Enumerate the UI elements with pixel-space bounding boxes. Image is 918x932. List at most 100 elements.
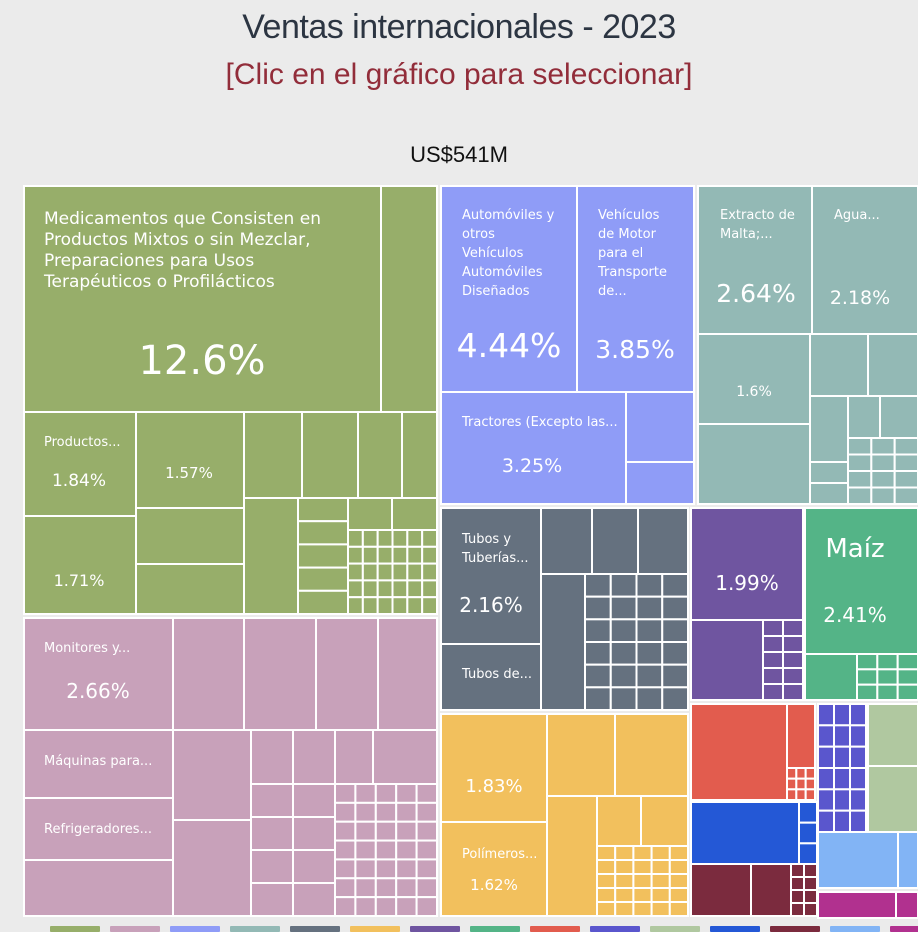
treemap-cell-small[interactable] bbox=[650, 901, 671, 917]
treemap-cell[interactable] bbox=[172, 729, 252, 821]
treemap-cell[interactable] bbox=[23, 859, 174, 917]
treemap-cell-small[interactable] bbox=[893, 437, 918, 456]
treemap-cell[interactable] bbox=[809, 333, 869, 397]
treemap-cell-small[interactable] bbox=[833, 767, 851, 791]
treemap-cell-small[interactable] bbox=[406, 562, 424, 582]
treemap-cell-small[interactable] bbox=[297, 497, 349, 523]
treemap-cell-small[interactable] bbox=[803, 889, 818, 904]
treemap-cell-small[interactable] bbox=[632, 845, 653, 861]
treemap-cell-small[interactable] bbox=[632, 901, 653, 917]
treemap-cell-small[interactable] bbox=[896, 683, 918, 702]
cell-red[interactable] bbox=[690, 703, 788, 801]
treemap-cell-small[interactable] bbox=[334, 820, 357, 842]
cell-vehiculos-motor[interactable] bbox=[576, 185, 695, 393]
treemap-cell-small[interactable] bbox=[893, 470, 918, 489]
treemap-cell-small[interactable] bbox=[334, 896, 357, 918]
treemap-cell-small[interactable] bbox=[614, 873, 635, 889]
treemap-cell-small[interactable] bbox=[782, 667, 804, 685]
treemap-cell-small[interactable] bbox=[391, 529, 409, 548]
treemap-cell-small[interactable] bbox=[795, 767, 807, 780]
treemap-cell-small[interactable] bbox=[817, 809, 835, 834]
treemap-cell-small[interactable] bbox=[609, 618, 638, 643]
treemap-cell-small[interactable] bbox=[833, 809, 851, 834]
cell-tubos-tuberias[interactable] bbox=[440, 507, 542, 645]
treemap-cell-small[interactable] bbox=[361, 529, 379, 548]
legend-swatch[interactable] bbox=[830, 926, 880, 932]
treemap-cell-small[interactable] bbox=[809, 461, 849, 484]
treemap-cell-small[interactable] bbox=[347, 562, 364, 582]
treemap-cell-small[interactable] bbox=[856, 683, 879, 702]
treemap-cell-small[interactable] bbox=[395, 820, 418, 842]
treemap-cell-small[interactable] bbox=[584, 595, 612, 621]
treemap-cell-small[interactable] bbox=[376, 529, 394, 548]
legend-swatch[interactable] bbox=[50, 926, 100, 932]
cell-maiz[interactable] bbox=[804, 507, 918, 655]
treemap-cell-small[interactable] bbox=[609, 641, 638, 666]
treemap-cell[interactable] bbox=[540, 507, 593, 575]
treemap-cell-small[interactable] bbox=[297, 520, 349, 546]
treemap-cell-small[interactable] bbox=[334, 783, 357, 804]
treemap-cell-small[interactable] bbox=[395, 783, 418, 804]
treemap-cell-small[interactable] bbox=[406, 545, 424, 565]
treemap-cell-small[interactable] bbox=[361, 596, 379, 616]
treemap-cell-small[interactable] bbox=[376, 562, 394, 582]
treemap-cell-small[interactable] bbox=[354, 896, 377, 918]
treemap-cell[interactable] bbox=[614, 713, 689, 797]
cell-monitores[interactable] bbox=[23, 617, 174, 731]
treemap-cell-small[interactable] bbox=[374, 896, 398, 918]
treemap-cell-small[interactable] bbox=[584, 686, 612, 711]
treemap-cell-small[interactable] bbox=[395, 858, 418, 880]
treemap-cell-small[interactable] bbox=[406, 579, 424, 599]
treemap-cell-small[interactable] bbox=[833, 745, 851, 770]
treemap-cell-small[interactable] bbox=[817, 724, 835, 748]
treemap-cell[interactable] bbox=[804, 653, 858, 701]
treemap-cell[interactable] bbox=[895, 891, 918, 919]
treemap-cell-small[interactable] bbox=[297, 566, 349, 592]
treemap-cell-small[interactable] bbox=[354, 839, 377, 861]
treemap-cell-small[interactable] bbox=[849, 788, 867, 812]
treemap-cell-small[interactable] bbox=[614, 845, 635, 861]
treemap-cell-small[interactable] bbox=[661, 595, 689, 621]
treemap-cell-small[interactable] bbox=[661, 641, 689, 666]
treemap-cell-small[interactable] bbox=[334, 877, 357, 899]
cell-purple-199[interactable] bbox=[690, 507, 804, 621]
treemap-cell-small[interactable] bbox=[817, 745, 835, 770]
treemap-cell[interactable] bbox=[596, 795, 642, 847]
treemap-cell-small[interactable] bbox=[347, 579, 364, 599]
treemap-cell-small[interactable] bbox=[250, 783, 294, 818]
treemap-cell-small[interactable] bbox=[849, 724, 867, 748]
legend-swatch[interactable] bbox=[710, 926, 760, 932]
treemap-cell-small[interactable] bbox=[421, 562, 438, 582]
cell-teal-16[interactable] bbox=[697, 333, 811, 425]
cell-magenta[interactable] bbox=[817, 891, 897, 919]
treemap-cell-small[interactable] bbox=[798, 821, 818, 845]
treemap-cell-small[interactable] bbox=[632, 887, 653, 903]
treemap-cell-small[interactable] bbox=[876, 668, 899, 686]
treemap-cell[interactable] bbox=[867, 333, 918, 397]
treemap-cell-small[interactable] bbox=[421, 579, 438, 599]
treemap-cell-small[interactable] bbox=[395, 896, 418, 918]
legend-swatch[interactable] bbox=[890, 926, 918, 932]
cell-tractores[interactable] bbox=[440, 391, 627, 505]
cell-productos[interactable] bbox=[23, 411, 137, 517]
treemap-cell-small[interactable] bbox=[650, 873, 671, 889]
treemap-cell-small[interactable] bbox=[876, 653, 899, 671]
treemap-cell-small[interactable] bbox=[584, 641, 612, 666]
treemap-cell[interactable] bbox=[357, 411, 403, 499]
treemap-cell-small[interactable] bbox=[614, 859, 635, 875]
treemap-cell-small[interactable] bbox=[782, 635, 804, 653]
cell-maquinas[interactable] bbox=[23, 729, 174, 799]
treemap-cell[interactable] bbox=[637, 507, 689, 575]
treemap-cell[interactable] bbox=[697, 423, 811, 505]
treemap-cell-small[interactable] bbox=[782, 683, 804, 701]
treemap-cell-small[interactable] bbox=[870, 453, 896, 472]
treemap-cell-small[interactable] bbox=[250, 816, 294, 851]
treemap-cell-small[interactable] bbox=[354, 858, 377, 880]
treemap-cell-small[interactable] bbox=[635, 573, 664, 598]
treemap-cell-small[interactable] bbox=[347, 545, 364, 565]
treemap-cell-small[interactable] bbox=[635, 618, 664, 643]
cell-refrigeradores[interactable] bbox=[23, 797, 174, 861]
treemap-cell-small[interactable] bbox=[632, 873, 653, 889]
treemap-cell-small[interactable] bbox=[849, 767, 867, 791]
